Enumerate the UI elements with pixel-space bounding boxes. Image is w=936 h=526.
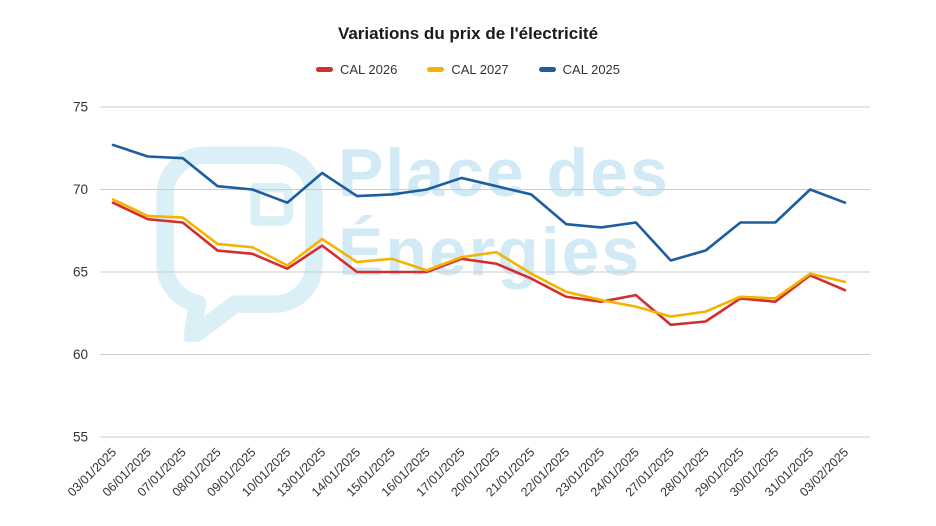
series-line-cal-2026 [111,201,847,327]
legend-label-cal-2025: CAL 2025 [562,62,621,77]
legend-label-cal-2027: CAL 2027 [451,62,509,77]
legend-swatch-cal-2025-icon [538,67,556,72]
chart-svg: 556065707503/01/202506/01/202507/01/2025… [65,100,870,499]
legend-swatch-cal-2027-icon [427,67,445,72]
series-line-cal-2025 [111,143,847,262]
chart-title: Variations du prix de l'électricité [337,24,599,43]
legend-label-cal-2026: CAL 2026 [339,62,398,77]
legend-item-cal-2025: CAL 2025 [538,62,621,77]
legend-item-cal-2026: CAL 2026 [315,62,398,77]
y-tick-label: 75 [73,100,88,115]
series-line-cal-2027 [111,198,847,318]
legend-item-cal-2027: CAL 2027 [427,62,509,77]
legend-swatch-cal-2026-icon [315,67,333,72]
y-tick-label: 65 [73,265,88,280]
y-tick-label: 55 [73,430,88,445]
chart-legend: CAL 2026 CAL 2027 CAL 2025 [0,62,936,77]
y-tick-label: 70 [73,182,88,197]
y-tick-label: 60 [73,347,88,362]
chart-area: Place des Énergies 55 60 65 70 75 03/01/2025 0… [0,90,936,526]
